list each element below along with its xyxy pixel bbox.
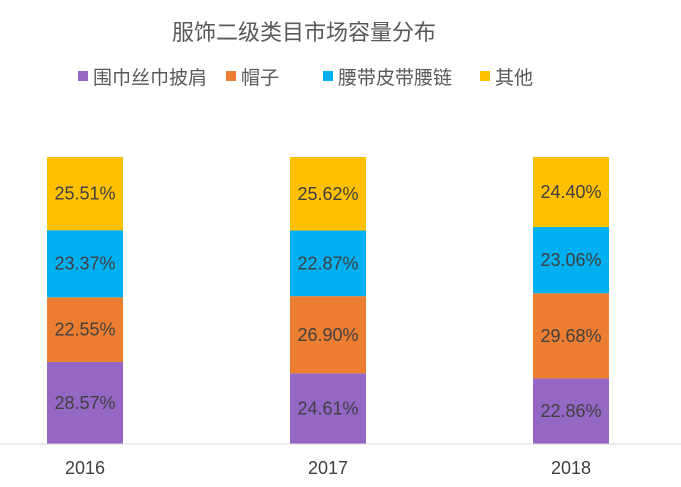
bar-segment [290, 373, 366, 444]
data-label: 22.86% [540, 401, 601, 421]
data-label: 25.51% [54, 184, 115, 204]
x-tick-label: 2016 [65, 458, 105, 478]
x-tick-label: 2018 [551, 458, 591, 478]
data-label: 24.40% [540, 182, 601, 202]
data-label: 23.37% [54, 254, 115, 274]
bar-segment [47, 362, 123, 444]
legend-item-1: 围巾丝巾披肩 [78, 67, 207, 89]
data-label: 26.90% [297, 325, 358, 345]
data-label: 25.62% [297, 184, 358, 204]
legend-item-4: 其他 [480, 67, 533, 89]
bars: 28.57% 22.55% 23.37% 25.51% 24.61% 26.90% 22.8… [47, 157, 609, 444]
bar-segment [47, 297, 123, 363]
legend-swatch [78, 71, 88, 81]
bar-segment [533, 378, 609, 444]
legend-item-3: 腰带皮带腰链 [323, 67, 452, 89]
bar-segment [290, 157, 366, 231]
legend-swatch [323, 71, 333, 81]
data-label: 29.68% [540, 326, 601, 346]
x-tick-label: 2017 [308, 458, 348, 478]
legend-swatch [480, 71, 490, 81]
data-label: 24.61% [297, 399, 358, 419]
data-label: 22.87% [297, 253, 358, 273]
legend-item-2: 帽子 [226, 67, 279, 89]
bar-segment [533, 227, 609, 294]
bar-segment [290, 230, 366, 297]
bar-group-2016: 28.57% 22.55% 23.37% 25.51% [47, 157, 123, 444]
bar-segment [47, 230, 123, 298]
legend-label: 帽子 [241, 67, 279, 89]
legend-swatch [226, 71, 236, 81]
bar-segment [47, 157, 123, 231]
legend-label: 其他 [495, 67, 533, 89]
bar-group-2017: 24.61% 26.90% 22.87% 25.62% [290, 157, 366, 444]
legend: 围巾丝巾披肩 帽子 腰带皮带腰链 其他 [78, 67, 533, 89]
chart-title: 服饰二级类目市场容量分布 [172, 21, 436, 46]
data-label: 23.06% [540, 250, 601, 270]
x-axis-ticks: 2016 2017 2018 [65, 458, 591, 478]
data-label: 28.57% [54, 393, 115, 413]
bar-segment [290, 296, 366, 374]
bar-segment [533, 157, 609, 228]
data-label: 22.55% [54, 320, 115, 340]
legend-label: 腰带皮带腰链 [338, 67, 452, 89]
bar-group-2018: 22.86% 29.68% 23.06% 24.40% [533, 157, 609, 444]
legend-label: 围巾丝巾披肩 [93, 67, 207, 89]
bar-segment [533, 293, 609, 379]
